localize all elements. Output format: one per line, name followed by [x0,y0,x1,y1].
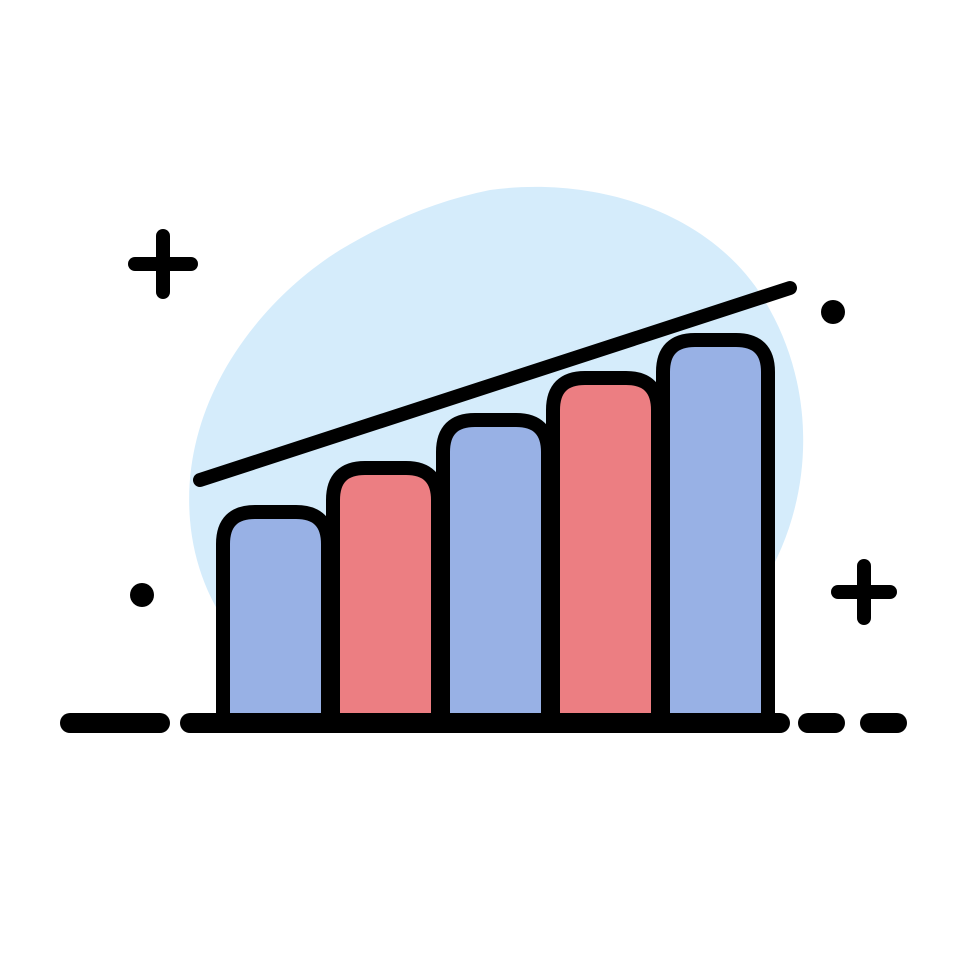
plus-icon-2 [838,566,890,618]
dot-icon-2 [130,583,154,607]
bar-4 [553,378,658,714]
bar-3 [443,420,548,714]
plus-icon-1 [135,236,191,292]
bar-2 [333,468,438,714]
bar-5 [663,340,768,714]
growth-bar-chart-icon [0,0,980,980]
dot-icon-1 [821,300,845,324]
bar-1 [223,512,328,714]
